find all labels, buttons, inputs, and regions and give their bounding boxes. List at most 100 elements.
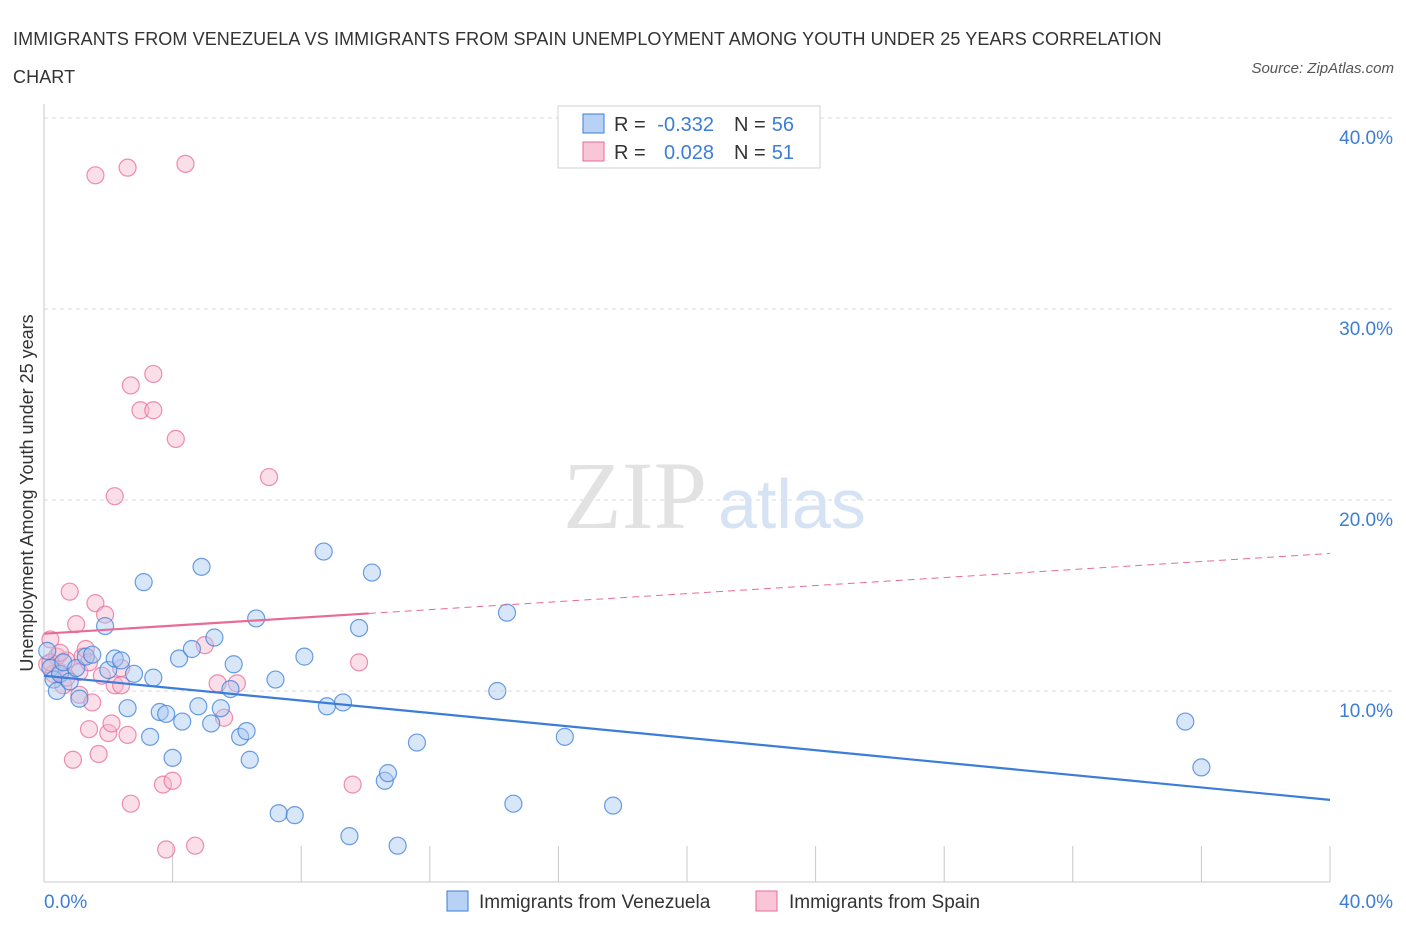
spain-point-32: [157, 840, 176, 859]
legend-n-label-venezuela: N =: [734, 114, 766, 136]
venezuela-point-54: [555, 727, 574, 746]
venezuela-point-36: [247, 609, 266, 628]
y-tick-label-3: 40.0%: [1339, 128, 1393, 149]
y-tick-label-0: 10.0%: [1339, 701, 1393, 722]
venezuela-point-32: [224, 655, 243, 674]
venezuela-point-51: [488, 681, 507, 701]
venezuela-point-35: [240, 750, 259, 769]
spain-point-19: [99, 723, 118, 743]
spain-point-29: [144, 364, 163, 384]
trend-lines: [43, 552, 1331, 801]
spain-point-7: [60, 582, 79, 601]
venezuela-point-13: [105, 649, 124, 668]
venezuela-point-23: [169, 649, 189, 668]
spain-point-23: [118, 725, 137, 745]
spain-point-28: [118, 158, 137, 177]
legend-n-value-venezuela: 56: [772, 114, 794, 136]
legend-n-value-spain: 51: [772, 142, 794, 164]
spain-point-43: [349, 653, 369, 672]
venezuela-point-22: [163, 748, 182, 767]
x-tick-label-min: 0.0%: [44, 892, 87, 913]
venezuela-point-29: [205, 628, 224, 647]
legend-n-label-spain: N =: [734, 142, 766, 164]
venezuela-point-48: [378, 764, 398, 783]
x-tick-marks: [172, 846, 1331, 882]
watermark-atlas: atlas: [718, 465, 866, 543]
spain-point-33: [163, 771, 182, 790]
legend-r-label-venezuela: R =: [614, 114, 646, 136]
spain-point-24: [86, 166, 105, 185]
correlation-legend: R = -0.332 N = 56 R = 0.028 N = 51: [557, 105, 821, 169]
spain-point-31: [153, 775, 173, 794]
spain-point-25: [121, 794, 140, 813]
series-venezuela-points: [38, 542, 1211, 855]
legend-r-label-spain: R =: [614, 142, 646, 164]
venezuela-point-15: [118, 699, 137, 718]
venezuela-point-39: [285, 806, 304, 825]
venezuela-point-52: [497, 603, 517, 622]
venezuela-point-37: [266, 670, 285, 689]
venezuela-point-19: [144, 668, 163, 687]
venezuela-point-42: [317, 697, 337, 716]
venezuela-point-0: [38, 641, 57, 660]
spain-point-16: [89, 744, 108, 764]
venezuela-point-8: [70, 689, 89, 708]
venezuela-point-21: [157, 704, 176, 724]
spain-point-13: [79, 720, 99, 739]
spain-point-9: [67, 615, 86, 634]
bottom-legend-swatch-venezuela: [446, 890, 469, 912]
venezuela-point-27: [192, 557, 211, 576]
legend-swatch-spain: [582, 141, 605, 162]
spain-point-42: [343, 775, 362, 794]
spain-point-20: [102, 714, 121, 733]
venezuela-point-14: [112, 651, 131, 670]
venezuela-point-18: [140, 727, 160, 746]
spain-trend-line: [43, 612, 369, 635]
spain-point-36: [186, 836, 205, 855]
venezuela-point-3: [47, 681, 66, 701]
y-tick-label-2: 30.0%: [1339, 319, 1393, 340]
spain-point-8: [63, 750, 83, 769]
venezuela-point-43: [333, 693, 353, 712]
venezuela-point-9: [76, 647, 95, 666]
spain-point-26: [121, 376, 140, 395]
spain-point-34: [166, 429, 185, 448]
venezuela-point-30: [211, 699, 230, 718]
venezuela-point-34: [237, 722, 256, 741]
y-tick-label-1: 20.0%: [1339, 510, 1393, 531]
spain-point-1: [41, 630, 60, 649]
spain-point-30: [144, 401, 163, 420]
venezuela-point-56: [1176, 712, 1195, 731]
watermark: ZIP atlas: [563, 442, 866, 549]
legend-r-value-venezuela: -0.332: [657, 114, 714, 136]
venezuela-point-25: [182, 639, 201, 659]
venezuela-point-55: [603, 796, 623, 815]
venezuela-point-11: [95, 616, 115, 636]
venezuela-point-16: [124, 664, 144, 683]
spain-point-48: [105, 487, 124, 506]
source-label: Source: ZipAtlas.com: [1251, 60, 1394, 77]
x-tick-label-max: 40.0%: [1339, 892, 1393, 913]
venezuela-point-41: [314, 542, 333, 561]
venezuela-point-57: [1192, 758, 1211, 777]
spain-point-27: [131, 401, 150, 420]
venezuela-trend-line: [43, 674, 1331, 801]
venezuela-point-45: [349, 618, 369, 638]
venezuela-point-28: [202, 714, 221, 733]
venezuela-point-38: [269, 804, 288, 823]
series-legend: Immigrants from Venezuela Immigrants fro…: [446, 890, 980, 913]
spain-trend-line-extension: [368, 552, 1331, 614]
gridlines: [44, 117, 1393, 692]
legend-r-value-spain: 0.028: [664, 142, 714, 164]
watermark-zip: ZIP: [563, 442, 707, 549]
venezuela-point-44: [340, 827, 359, 846]
venezuela-point-24: [173, 712, 192, 731]
bottom-legend-swatch-spain: [755, 890, 778, 912]
legend-swatch-venezuela: [582, 113, 605, 134]
venezuela-point-17: [134, 573, 153, 592]
venezuela-point-40: [295, 647, 314, 666]
series-spain-points: [38, 154, 369, 859]
venezuela-point-10: [83, 645, 102, 664]
spain-point-41: [259, 467, 279, 487]
